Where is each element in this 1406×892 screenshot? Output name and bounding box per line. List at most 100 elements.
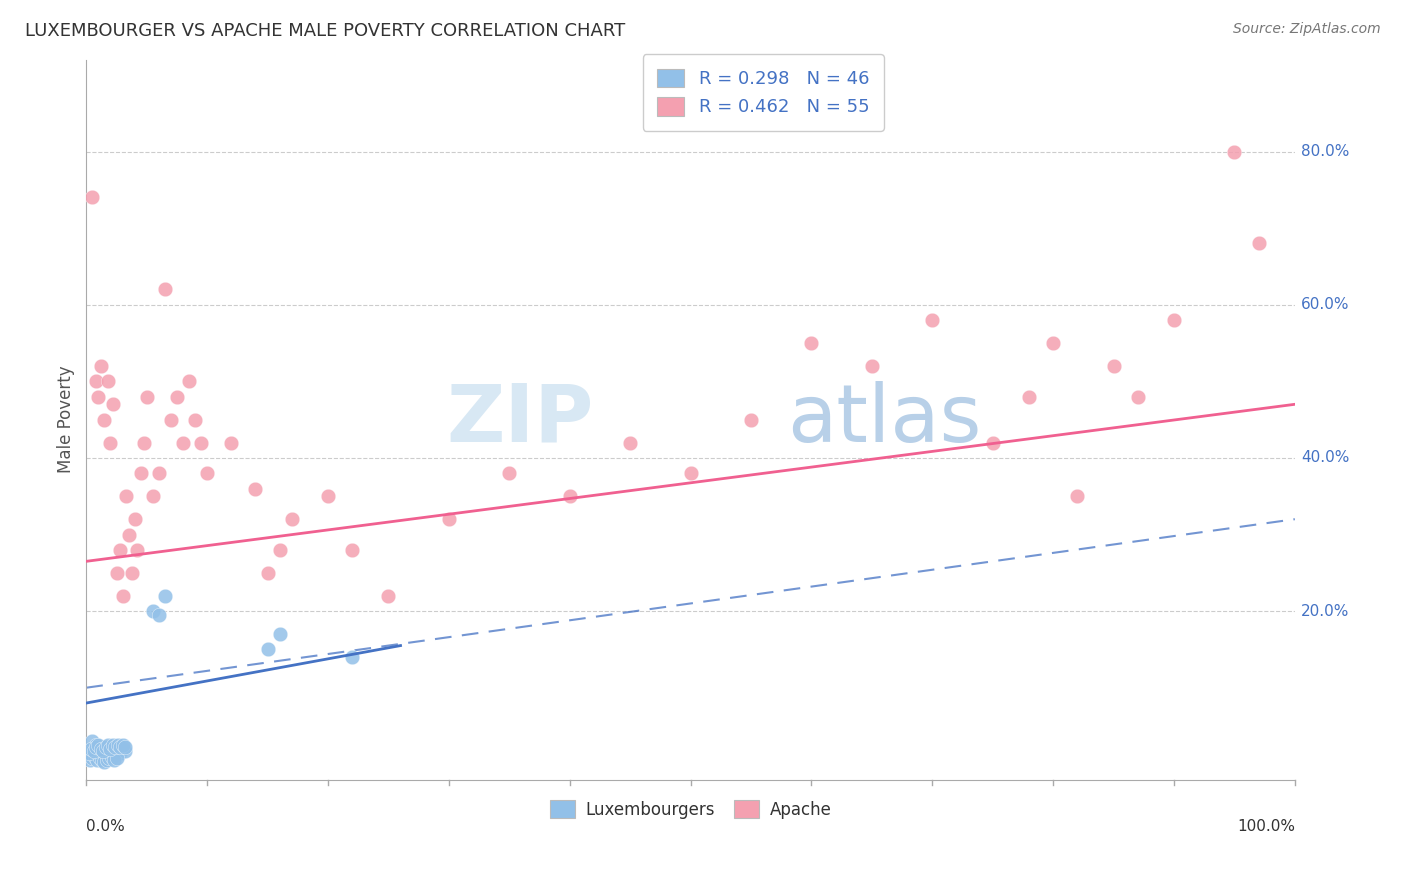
Text: 100.0%: 100.0% bbox=[1237, 819, 1295, 834]
Point bbox=[1042, 336, 1064, 351]
Point bbox=[256, 566, 278, 580]
Point bbox=[97, 738, 120, 752]
Point bbox=[1018, 390, 1040, 404]
Text: 80.0%: 80.0% bbox=[1301, 144, 1350, 159]
Point bbox=[87, 742, 110, 756]
Point bbox=[108, 542, 131, 557]
Point bbox=[111, 738, 134, 752]
Point bbox=[619, 435, 641, 450]
Point bbox=[190, 435, 212, 450]
Point bbox=[87, 390, 110, 404]
Legend: Luxembourgers, Apache: Luxembourgers, Apache bbox=[543, 794, 838, 825]
Point bbox=[1247, 236, 1270, 251]
Point bbox=[316, 489, 339, 503]
Point bbox=[142, 489, 165, 503]
Point bbox=[96, 753, 118, 767]
Point bbox=[340, 650, 363, 665]
Point bbox=[100, 749, 122, 764]
Point bbox=[100, 749, 122, 764]
Point bbox=[93, 742, 115, 756]
Point bbox=[101, 738, 124, 752]
Point bbox=[82, 734, 104, 748]
Point bbox=[90, 742, 112, 756]
Point bbox=[91, 743, 114, 757]
Point bbox=[84, 374, 107, 388]
Point bbox=[105, 742, 128, 756]
Point bbox=[245, 482, 267, 496]
Text: ZIP: ZIP bbox=[447, 381, 593, 458]
Point bbox=[160, 412, 183, 426]
Point bbox=[281, 512, 304, 526]
Point bbox=[498, 467, 520, 481]
Point bbox=[184, 412, 207, 426]
Point bbox=[105, 566, 128, 580]
Text: LUXEMBOURGER VS APACHE MALE POVERTY CORRELATION CHART: LUXEMBOURGER VS APACHE MALE POVERTY CORR… bbox=[25, 22, 626, 40]
Point bbox=[1126, 390, 1149, 404]
Point bbox=[172, 435, 194, 450]
Point bbox=[117, 527, 139, 541]
Point bbox=[114, 743, 136, 757]
Point bbox=[93, 755, 115, 769]
Text: 60.0%: 60.0% bbox=[1301, 297, 1350, 312]
Text: 20.0%: 20.0% bbox=[1301, 604, 1350, 619]
Point bbox=[94, 740, 117, 755]
Point bbox=[679, 467, 702, 481]
Point bbox=[89, 751, 111, 765]
Point bbox=[79, 754, 101, 768]
Point bbox=[115, 489, 138, 503]
Point bbox=[91, 754, 114, 768]
Point bbox=[153, 282, 176, 296]
Point bbox=[111, 589, 134, 603]
Text: 40.0%: 40.0% bbox=[1301, 450, 1350, 466]
Point bbox=[558, 489, 581, 503]
Point bbox=[93, 412, 115, 426]
Point bbox=[1102, 359, 1125, 373]
Point bbox=[84, 738, 107, 752]
Point bbox=[1066, 489, 1088, 503]
Point bbox=[340, 542, 363, 557]
Point bbox=[108, 746, 131, 760]
Point bbox=[1163, 313, 1185, 327]
Text: 0.0%: 0.0% bbox=[86, 819, 125, 834]
Point bbox=[921, 313, 943, 327]
Point bbox=[97, 374, 120, 388]
Y-axis label: Male Poverty: Male Poverty bbox=[58, 366, 75, 474]
Point bbox=[84, 740, 107, 755]
Point bbox=[269, 627, 291, 641]
Point bbox=[111, 742, 134, 756]
Point bbox=[82, 190, 104, 204]
Point bbox=[121, 566, 143, 580]
Point bbox=[148, 467, 170, 481]
Point bbox=[83, 749, 105, 764]
Point bbox=[124, 512, 146, 526]
Point bbox=[129, 467, 152, 481]
Point bbox=[153, 589, 176, 603]
Point bbox=[101, 397, 124, 411]
Point bbox=[97, 746, 120, 760]
Point bbox=[981, 435, 1004, 450]
Point bbox=[740, 412, 762, 426]
Point bbox=[135, 390, 157, 404]
Point bbox=[105, 751, 128, 765]
Point bbox=[177, 374, 200, 388]
Point bbox=[87, 738, 110, 752]
Point bbox=[82, 751, 104, 765]
Point bbox=[83, 743, 105, 757]
Text: Source: ZipAtlas.com: Source: ZipAtlas.com bbox=[1233, 22, 1381, 37]
Point bbox=[256, 642, 278, 657]
Point bbox=[166, 390, 188, 404]
Point bbox=[195, 467, 218, 481]
Point bbox=[142, 604, 165, 618]
Point bbox=[98, 751, 121, 765]
Text: atlas: atlas bbox=[787, 381, 981, 458]
Point bbox=[134, 435, 156, 450]
Point bbox=[100, 742, 122, 756]
Point bbox=[125, 542, 148, 557]
Point bbox=[221, 435, 243, 450]
Point bbox=[90, 359, 112, 373]
Point bbox=[80, 742, 103, 756]
Point bbox=[100, 435, 122, 450]
Point bbox=[104, 740, 127, 755]
Point bbox=[77, 746, 100, 760]
Point bbox=[90, 746, 112, 760]
